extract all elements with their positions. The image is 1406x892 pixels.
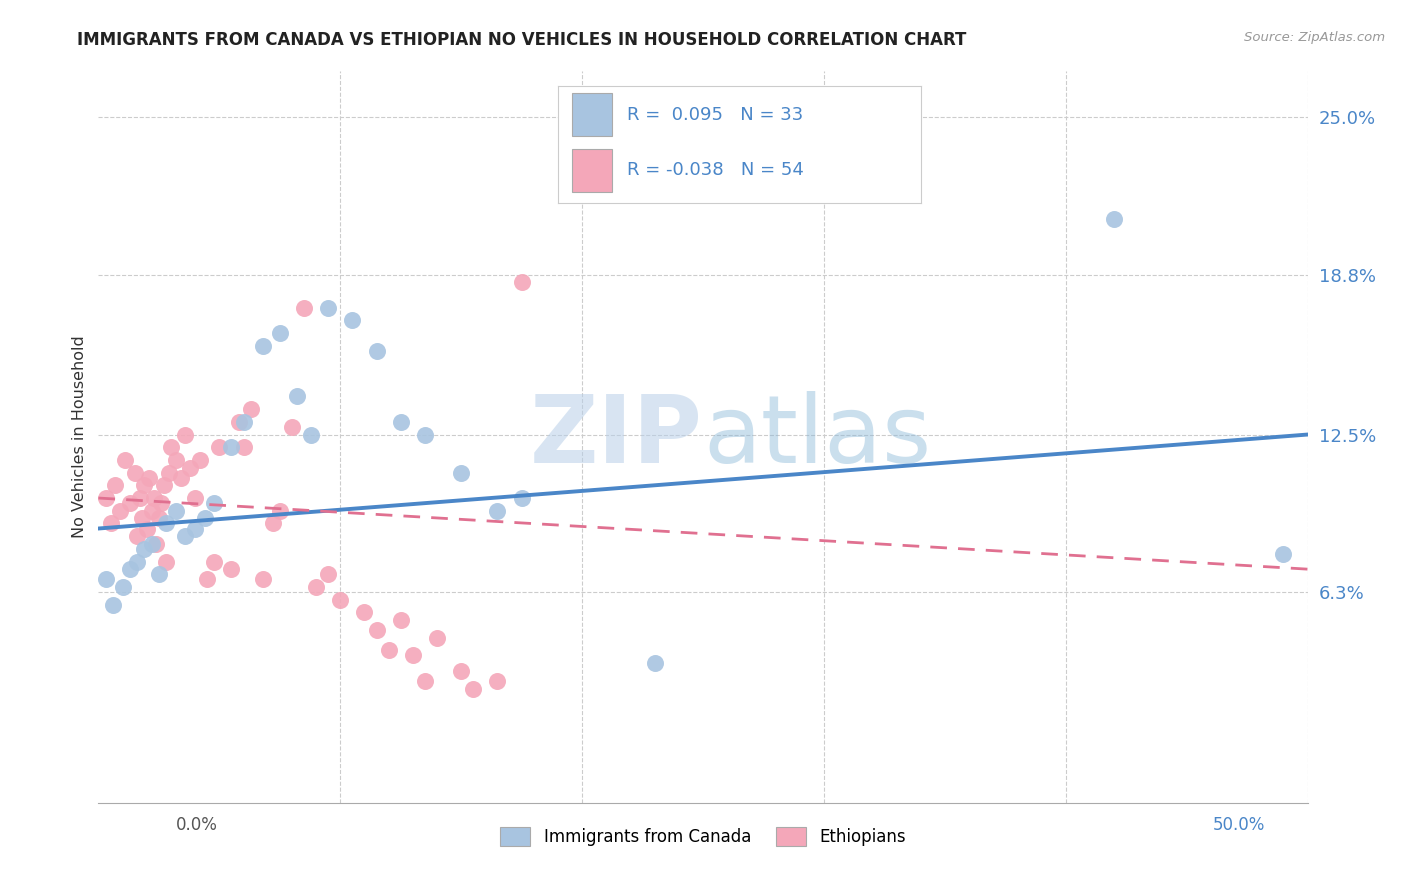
Point xyxy=(252,572,274,586)
Point xyxy=(269,504,291,518)
Point xyxy=(104,478,127,492)
Point xyxy=(148,567,170,582)
Point xyxy=(486,504,509,518)
Point xyxy=(165,504,187,518)
Text: IMMIGRANTS FROM CANADA VS ETHIOPIAN NO VEHICLES IN HOUSEHOLD CORRELATION CHART: IMMIGRANTS FROM CANADA VS ETHIOPIAN NO V… xyxy=(77,31,967,49)
Point xyxy=(208,440,231,454)
Point xyxy=(179,460,201,475)
Point xyxy=(141,504,163,518)
Point xyxy=(118,496,141,510)
Text: 50.0%: 50.0% xyxy=(1213,816,1265,834)
Point xyxy=(463,681,485,696)
Point xyxy=(128,491,150,505)
Point xyxy=(897,122,920,136)
Point xyxy=(510,275,533,289)
Point xyxy=(426,631,449,645)
Point xyxy=(413,673,436,688)
Text: 0.0%: 0.0% xyxy=(176,816,218,834)
Point xyxy=(108,504,131,518)
Point xyxy=(285,389,308,403)
Point xyxy=(165,453,187,467)
Point xyxy=(413,427,436,442)
Point xyxy=(134,541,156,556)
Point xyxy=(486,673,509,688)
Point xyxy=(1272,547,1295,561)
Point xyxy=(281,420,304,434)
Point xyxy=(131,511,153,525)
Point xyxy=(342,313,364,327)
Point xyxy=(232,440,254,454)
Point xyxy=(150,496,173,510)
Point xyxy=(353,605,375,619)
Point xyxy=(316,301,339,315)
Point xyxy=(329,592,352,607)
Point xyxy=(94,572,117,586)
Point xyxy=(262,516,284,531)
Point xyxy=(118,562,141,576)
Point xyxy=(402,648,425,663)
Text: Source: ZipAtlas.com: Source: ZipAtlas.com xyxy=(1244,31,1385,45)
Point xyxy=(94,491,117,505)
Point xyxy=(316,567,339,582)
Point xyxy=(143,491,166,505)
Point xyxy=(204,496,226,510)
Point xyxy=(194,511,217,525)
Point xyxy=(135,521,157,535)
Point xyxy=(1102,211,1125,226)
Point xyxy=(160,440,183,454)
Point xyxy=(299,427,322,442)
Point xyxy=(377,643,399,657)
Point xyxy=(204,555,226,569)
Point xyxy=(134,478,156,492)
Point xyxy=(184,521,207,535)
Point xyxy=(228,415,250,429)
Point xyxy=(157,466,180,480)
Point xyxy=(184,491,207,505)
Point xyxy=(111,580,134,594)
Point xyxy=(169,471,191,485)
Point xyxy=(232,415,254,429)
Point xyxy=(510,491,533,505)
Point xyxy=(450,664,472,678)
Point xyxy=(450,466,472,480)
Point xyxy=(155,555,177,569)
Point xyxy=(188,453,211,467)
Point xyxy=(114,453,136,467)
Point xyxy=(148,511,170,525)
Point xyxy=(269,326,291,340)
Point xyxy=(124,466,146,480)
Point xyxy=(389,415,412,429)
Point xyxy=(101,598,124,612)
Point xyxy=(145,537,167,551)
Point xyxy=(221,440,243,454)
Point xyxy=(389,613,412,627)
Point xyxy=(221,562,243,576)
Point xyxy=(127,529,149,543)
Point xyxy=(127,555,149,569)
Legend: Immigrants from Canada, Ethiopians: Immigrants from Canada, Ethiopians xyxy=(494,821,912,853)
Point xyxy=(366,343,388,358)
Text: ZIP: ZIP xyxy=(530,391,703,483)
Point xyxy=(138,471,160,485)
Point xyxy=(152,478,174,492)
Point xyxy=(252,339,274,353)
Point xyxy=(195,572,218,586)
Text: atlas: atlas xyxy=(703,391,931,483)
Point xyxy=(155,516,177,531)
Point xyxy=(292,301,315,315)
Point xyxy=(174,427,197,442)
Point xyxy=(305,580,328,594)
Point xyxy=(174,529,197,543)
Point xyxy=(644,656,666,670)
Y-axis label: No Vehicles in Household: No Vehicles in Household xyxy=(72,335,87,539)
Point xyxy=(837,161,859,175)
Point xyxy=(366,623,388,637)
Point xyxy=(100,516,122,531)
Point xyxy=(239,402,262,417)
Point xyxy=(141,537,163,551)
